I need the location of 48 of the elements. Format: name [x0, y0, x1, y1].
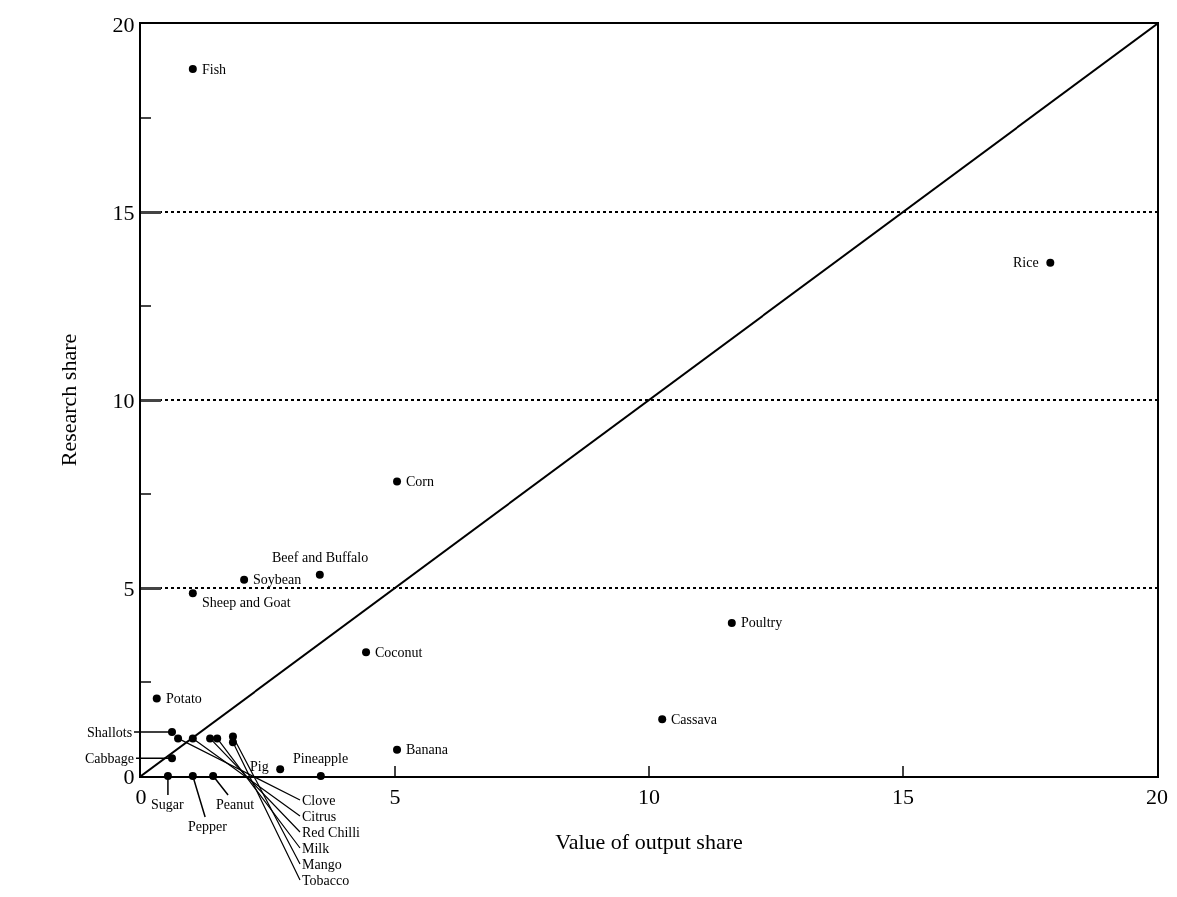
point [393, 477, 402, 486]
x-tick-label: 5 [389, 784, 401, 810]
y-tick-label: 20 [112, 11, 135, 37]
x-tick-label: 20 [1146, 784, 1168, 810]
point [727, 618, 736, 627]
annotation: Fish [202, 62, 227, 77]
annotation: Citrus [302, 809, 337, 824]
annotation: Tobacco [302, 873, 350, 888]
point [658, 715, 667, 724]
y-tick-label: 5 [123, 575, 135, 601]
annotation: Peanut [216, 797, 255, 812]
annotation: Sheep and Goat [202, 595, 291, 610]
annotation: Clove [302, 793, 336, 808]
annotation: Pineapple [293, 751, 349, 766]
annotation: Sugar [151, 797, 184, 812]
y-tick-label: 15 [112, 199, 135, 225]
x-tick-label: 15 [892, 784, 914, 810]
annotation: Cassava [671, 712, 718, 727]
point [1046, 258, 1055, 267]
point [393, 745, 402, 754]
annotation: Banana [406, 742, 449, 757]
point [188, 65, 197, 74]
point [213, 734, 222, 743]
annotation: Coconut [375, 645, 423, 660]
annotation: Shallots [87, 725, 133, 740]
point [276, 765, 285, 774]
point [362, 648, 371, 657]
annotation: Rice [1013, 255, 1039, 270]
annotation: Pig [250, 759, 269, 774]
point [174, 734, 183, 743]
point [167, 754, 176, 763]
x-axis-title: Value of output share [555, 828, 743, 854]
annotation: Milk [302, 841, 330, 856]
point [152, 694, 161, 703]
annotation: Beef and Buffalo [272, 550, 369, 565]
x-tick-label: 10 [638, 784, 660, 810]
annotation: Poultry [741, 615, 783, 630]
annotation: Pepper [188, 819, 228, 834]
annotation: Mango [302, 857, 342, 872]
annotation: Corn [406, 474, 434, 489]
y-axis-title: Research share [55, 333, 81, 467]
annotation: Red Chilli [302, 825, 361, 840]
point [315, 570, 324, 579]
point [240, 575, 249, 584]
annotation: Potato [166, 691, 202, 706]
point [188, 589, 197, 598]
y-tick-label: 10 [112, 387, 135, 413]
annotation: Soybean [253, 572, 302, 587]
